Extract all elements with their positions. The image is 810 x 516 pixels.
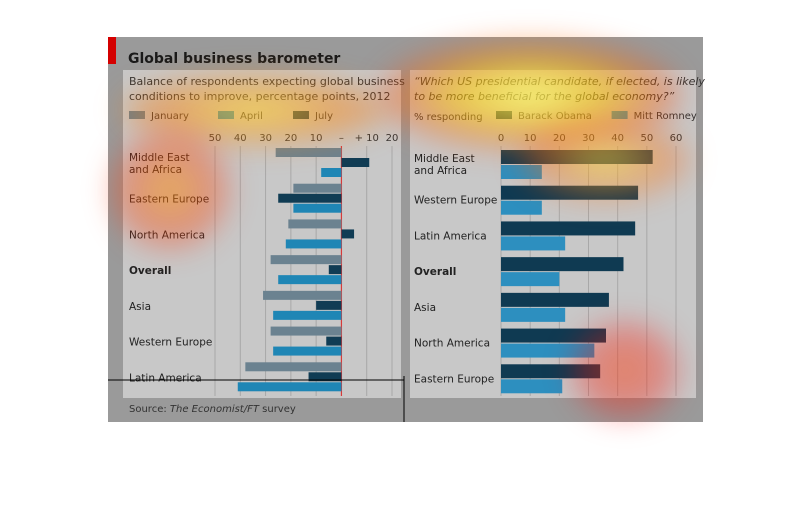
left-bar-middle-east-and-africa-january bbox=[275, 148, 342, 157]
right-bar-middle-east-and-africa-barack-obama bbox=[501, 150, 653, 164]
right-tick-label-6: 60 bbox=[670, 133, 683, 144]
right-unit-label: % responding bbox=[414, 112, 483, 123]
source-suffix: survey bbox=[259, 404, 296, 415]
left-bar-asia-january bbox=[263, 290, 342, 300]
legend-label-january: January bbox=[150, 111, 189, 122]
left-bar-latin-america-april bbox=[237, 382, 342, 392]
right-bar-western-europe-mitt-romney bbox=[501, 200, 542, 215]
legend-swatch-mitt-romney bbox=[611, 111, 628, 119]
right-category-middle-east-and-africa-line-2: and Africa bbox=[414, 165, 467, 177]
left-bar-western-europe-january bbox=[270, 326, 342, 336]
right-tick-label-4: 40 bbox=[611, 133, 624, 144]
right-category-middle-east-and-africa-line-1: Middle East bbox=[414, 153, 475, 165]
left-bar-overall-april bbox=[278, 275, 342, 285]
left-category-overall: Overall bbox=[129, 265, 171, 277]
left-bar-eastern-europe-july bbox=[278, 193, 342, 203]
legend-swatch-july bbox=[293, 111, 309, 119]
left-bar-middle-east-and-africa-july bbox=[341, 158, 370, 167]
left-bar-north-america-april bbox=[285, 239, 342, 249]
right-bar-asia-mitt-romney bbox=[501, 307, 566, 322]
left-bar-latin-america-july bbox=[308, 372, 342, 382]
legend-label-april: April bbox=[240, 111, 263, 122]
left-bar-western-europe-april bbox=[273, 346, 342, 356]
right-category-latin-america: Latin America bbox=[414, 230, 487, 242]
right-bar-overall-barack-obama bbox=[501, 257, 624, 272]
right-tick-label-2: 20 bbox=[553, 133, 566, 144]
right-bar-eastern-europe-barack-obama bbox=[501, 364, 601, 379]
legend-label-barack-obama: Barack Obama bbox=[518, 111, 592, 122]
left-category-eastern-europe: Eastern Europe bbox=[129, 194, 209, 206]
title-accent-bar bbox=[108, 37, 116, 64]
right-category-western-europe: Western Europe bbox=[414, 195, 497, 207]
legend-swatch-january bbox=[129, 111, 145, 119]
left-tick-label-7: 20 bbox=[386, 133, 399, 144]
source-italic: The Economist/FT bbox=[170, 404, 260, 415]
left-subtitle-line-2: conditions to improve, percentage points… bbox=[129, 90, 391, 103]
source-note: Source: The Economist/FT survey bbox=[129, 404, 296, 415]
right-bar-latin-america-mitt-romney bbox=[501, 236, 566, 251]
legend-label-mitt-romney: Mitt Romney bbox=[634, 111, 697, 122]
left-bar-latin-america-january bbox=[245, 362, 342, 372]
right-category-north-america: North America bbox=[414, 338, 490, 350]
right-bar-north-america-mitt-romney bbox=[501, 343, 595, 358]
legend-swatch-april bbox=[218, 111, 234, 119]
left-category-middle-east-and-africa-line-1: Middle East bbox=[129, 152, 190, 164]
chart-title: Global business barometer bbox=[128, 51, 340, 67]
left-bar-north-america-january bbox=[288, 219, 342, 229]
right-category-eastern-europe: Eastern Europe bbox=[414, 373, 494, 385]
right-bar-western-europe-barack-obama bbox=[501, 185, 639, 200]
left-bar-asia-july bbox=[316, 300, 342, 310]
right-bar-middle-east-and-africa-mitt-romney bbox=[501, 165, 542, 179]
left-category-latin-america: Latin America bbox=[129, 372, 202, 384]
left-bar-middle-east-and-africa-april bbox=[321, 168, 342, 177]
right-bar-asia-barack-obama bbox=[501, 292, 609, 307]
left-bar-eastern-europe-january bbox=[293, 183, 342, 193]
left-bar-western-europe-july bbox=[326, 336, 342, 346]
left-tick-label-3: 20 bbox=[284, 133, 297, 144]
left-tick-label-5: – bbox=[339, 133, 344, 144]
right-tick-label-5: 50 bbox=[640, 133, 653, 144]
right-category-overall: Overall bbox=[414, 266, 456, 278]
left-tick-label-6: + 10 bbox=[355, 133, 379, 144]
right-tick-label-0: 0 bbox=[498, 133, 504, 144]
right-subtitle-line-2: to be more beneficial for the global eco… bbox=[414, 90, 675, 103]
left-bar-eastern-europe-april bbox=[293, 203, 342, 213]
left-category-north-america: North America bbox=[129, 229, 205, 241]
legend-label-july: July bbox=[314, 111, 333, 122]
right-subtitle-line-1: “Which US presidential candidate, if ele… bbox=[414, 75, 705, 88]
right-bar-overall-mitt-romney bbox=[501, 272, 560, 287]
right-tick-label-3: 30 bbox=[582, 133, 595, 144]
left-tick-label-2: 30 bbox=[259, 133, 272, 144]
left-category-western-europe: Western Europe bbox=[129, 337, 212, 349]
left-category-asia: Asia bbox=[129, 301, 151, 313]
legend-swatch-barack-obama bbox=[496, 111, 512, 119]
left-tick-label-4: 10 bbox=[310, 133, 323, 144]
right-category-asia: Asia bbox=[414, 302, 436, 314]
left-category-middle-east-and-africa-line-2: and Africa bbox=[129, 164, 182, 176]
left-tick-label-0: 50 bbox=[209, 133, 222, 144]
left-bar-overall-january bbox=[270, 255, 342, 265]
left-bar-asia-april bbox=[273, 310, 342, 320]
left-tick-label-1: 40 bbox=[234, 133, 247, 144]
left-subtitle-line-1: Balance of respondents expecting global … bbox=[129, 75, 405, 88]
left-bar-north-america-july bbox=[341, 229, 355, 239]
right-bar-latin-america-barack-obama bbox=[501, 221, 636, 236]
source-prefix: Source: bbox=[129, 404, 170, 415]
left-bars bbox=[237, 148, 370, 392]
right-bar-eastern-europe-mitt-romney bbox=[501, 379, 563, 394]
right-bar-north-america-barack-obama bbox=[501, 328, 606, 343]
left-bar-overall-july bbox=[328, 265, 342, 275]
right-tick-label-1: 10 bbox=[524, 133, 537, 144]
